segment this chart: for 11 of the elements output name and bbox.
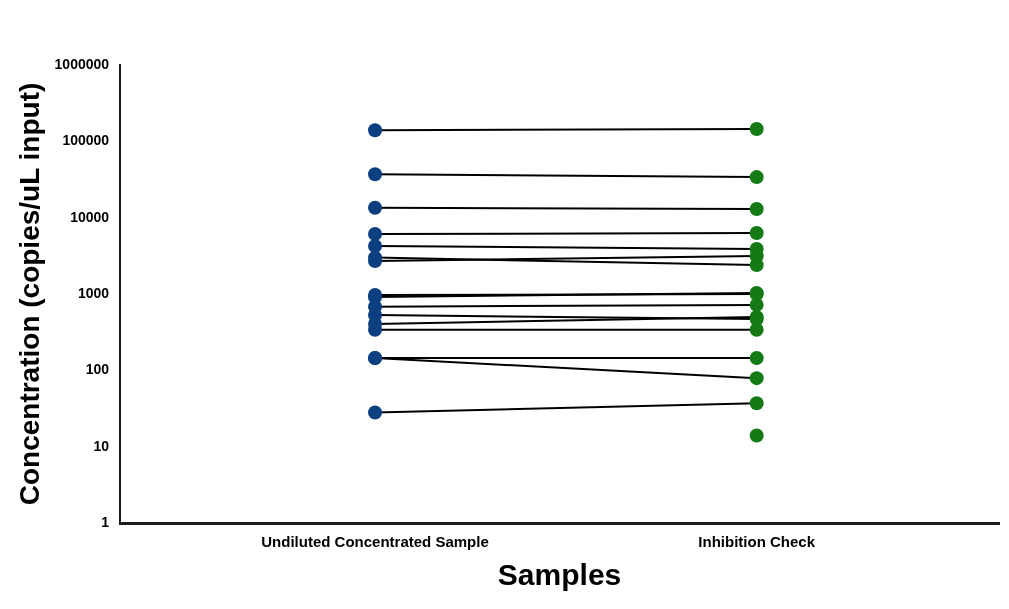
y-tick-label: 1 <box>101 513 110 530</box>
y-tick-label: 100 <box>85 361 110 378</box>
y-tick-label: 10000 <box>70 208 110 225</box>
y-tick-label: 10 <box>93 437 110 454</box>
y-tick-label: 1000000 <box>54 55 110 72</box>
y-axis-title: Concentration (copies/uL input) <box>13 82 45 506</box>
x-axis-title: Samples <box>497 558 622 592</box>
x-tick-label: Inhibition Check <box>698 533 816 551</box>
y-tick-label: 1000 <box>77 284 110 301</box>
x-tick-label: Undiluted Concentrated Sample <box>261 533 489 551</box>
y-tick-label: 100000 <box>62 132 110 149</box>
